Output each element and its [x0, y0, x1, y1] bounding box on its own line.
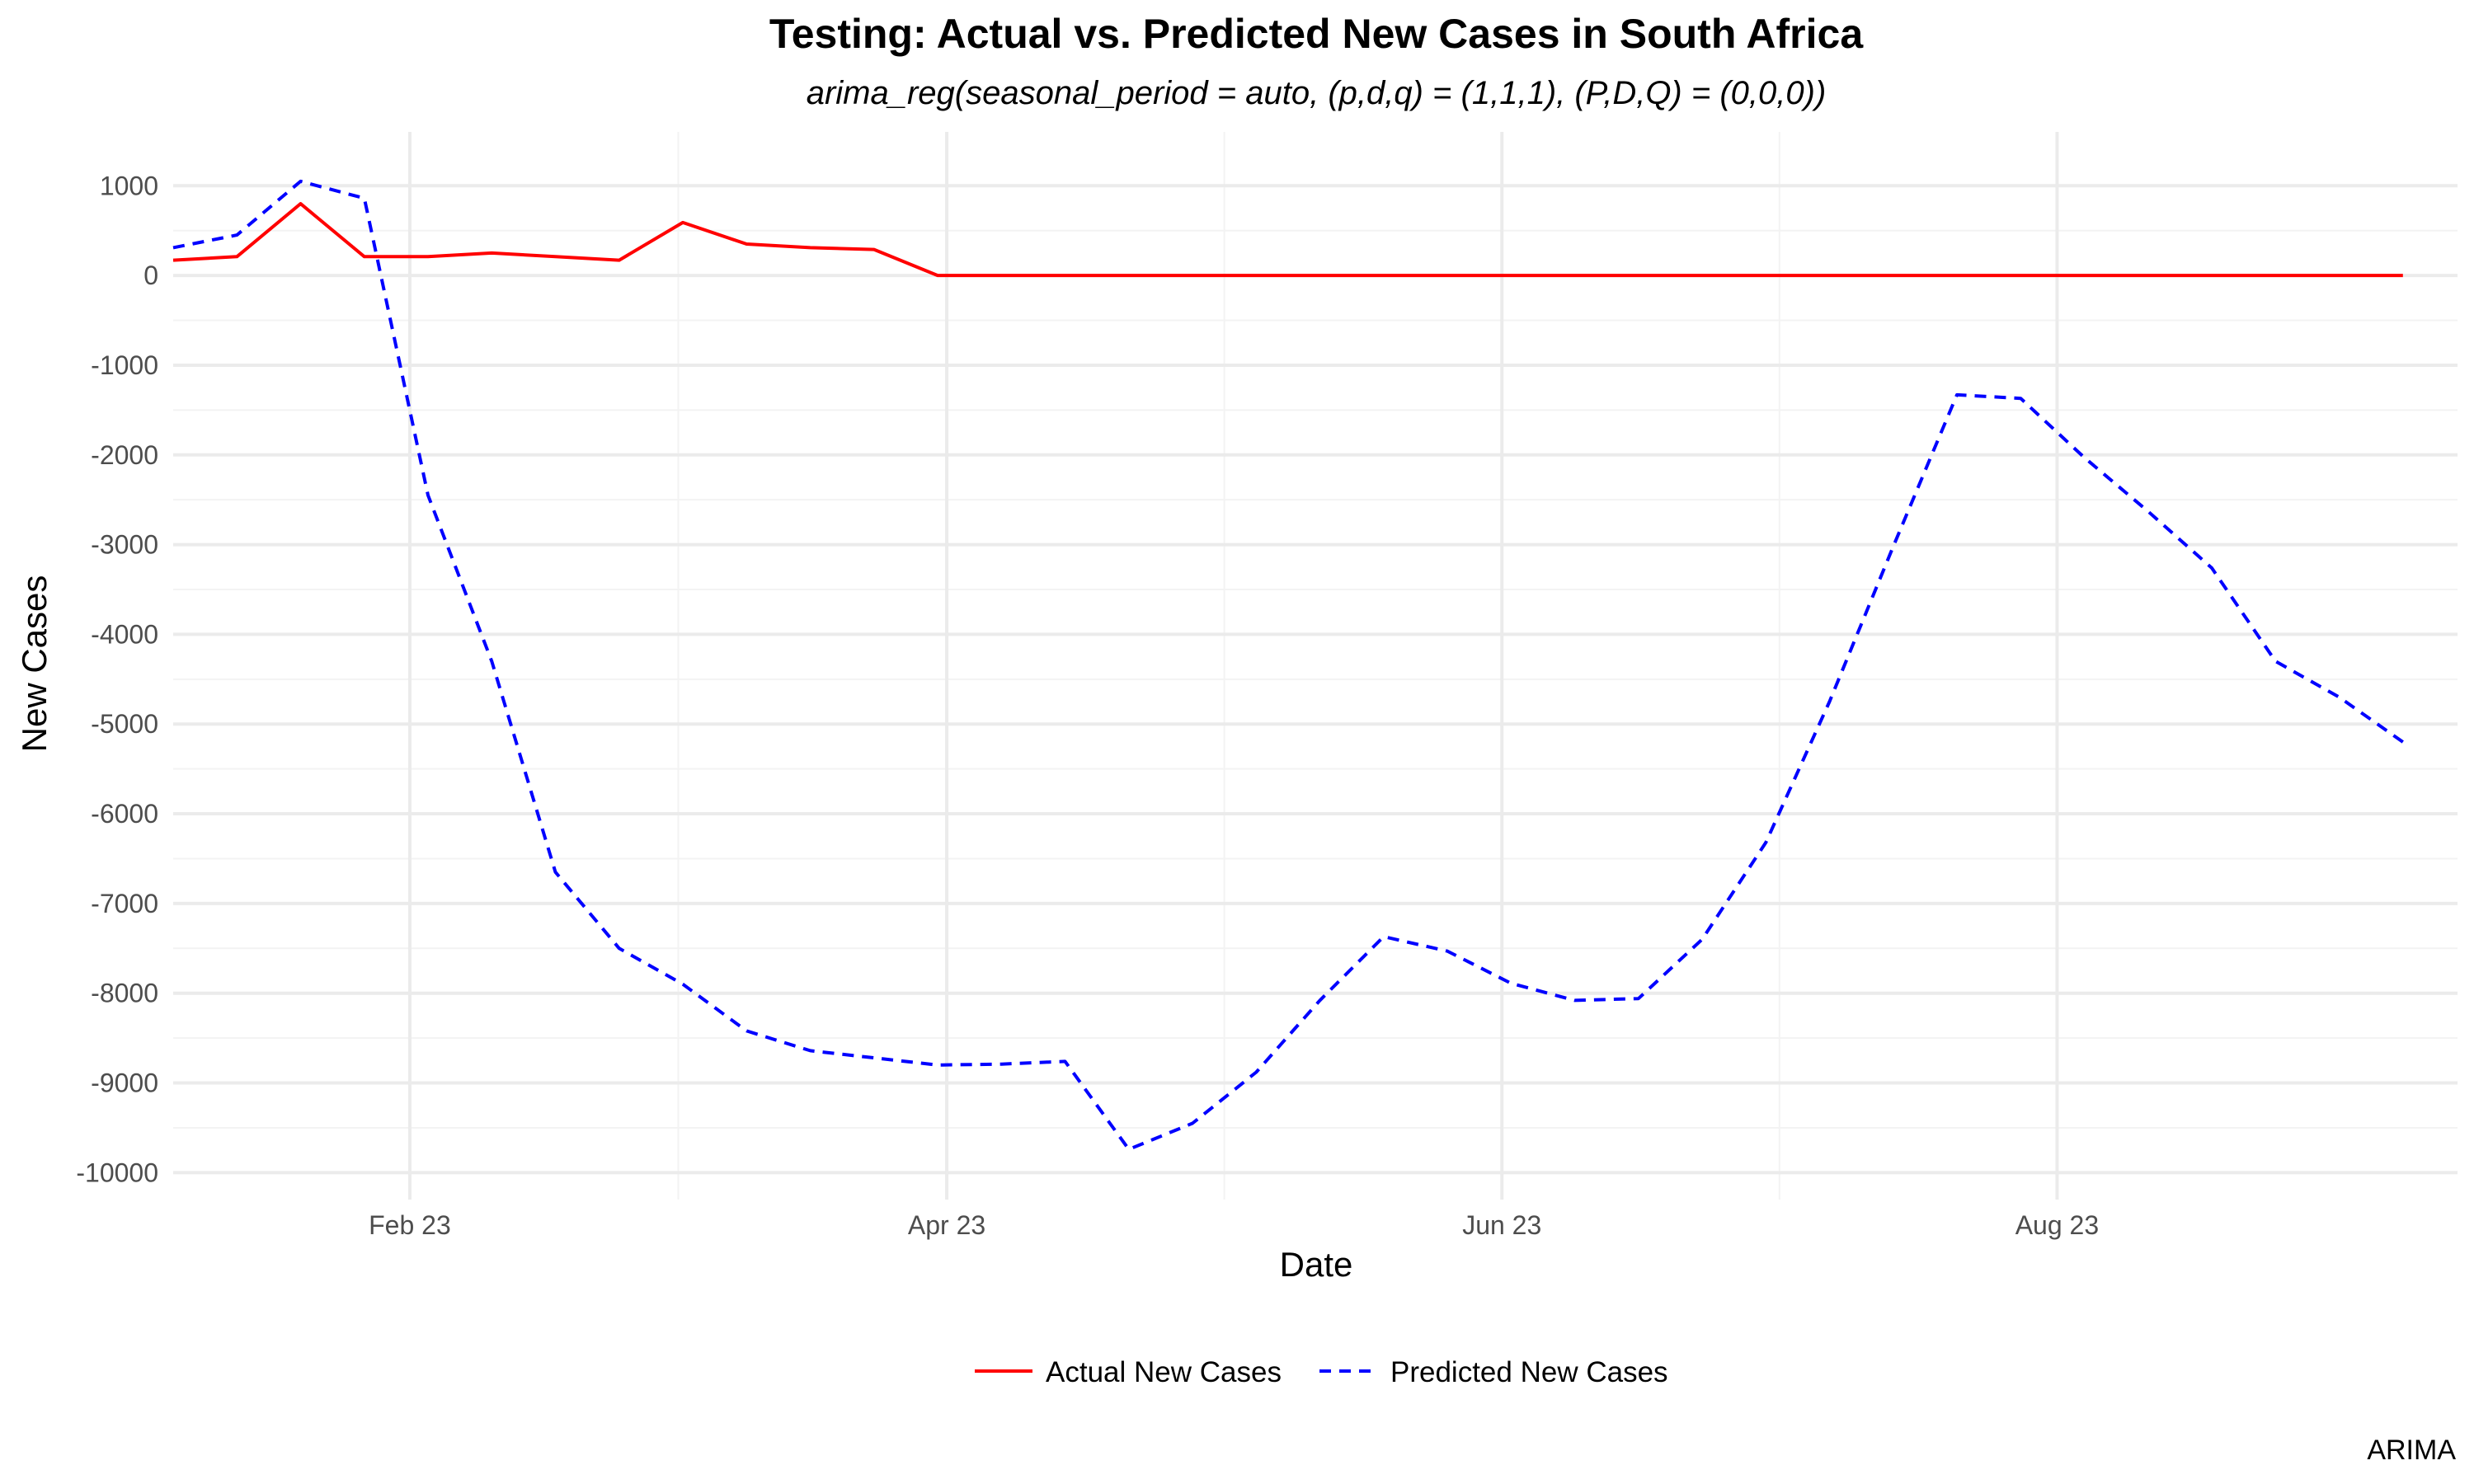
legend: Actual New Cases Predicted New Cases [975, 1356, 1668, 1388]
x-tick-label: Feb 23 [369, 1210, 451, 1240]
y-tick-label: -4000 [91, 619, 158, 649]
legend-item-actual: Actual New Cases [975, 1356, 1282, 1388]
x-tick-label: Jun 23 [1462, 1210, 1541, 1240]
chart-subtitle: arima_reg(seasonal_period = auto, (p,d,q… [807, 75, 1827, 111]
y-tick-label: -6000 [91, 799, 158, 829]
y-tick-labels: 1000 0 -1000 -2000 -3000 -4000 -5000 -6000 -7000… [76, 171, 158, 1187]
y-tick-label: -10000 [76, 1158, 158, 1187]
y-tick-label: -7000 [91, 889, 158, 918]
y-tick-label: -3000 [91, 530, 158, 560]
series-line-actual [172, 202, 2403, 278]
x-axis-title: Date [1280, 1245, 1353, 1284]
x-tick-label: Apr 23 [908, 1210, 985, 1240]
series-layer [172, 179, 2404, 1152]
series-line-predicted [172, 179, 2404, 1152]
x-tick-labels: Feb 23 Apr 23 Jun 23 Aug 23 [369, 1210, 2099, 1240]
y-tick-label: -9000 [91, 1068, 158, 1098]
legend-label-actual: Actual New Cases [1046, 1356, 1282, 1388]
y-tick-label: -5000 [91, 709, 158, 739]
y-tick-label: 0 [143, 261, 158, 290]
y-tick-label: -1000 [91, 350, 158, 380]
x-tick-label: Aug 23 [2015, 1210, 2099, 1240]
y-axis-title: New Cases [15, 575, 54, 753]
grid [173, 132, 2458, 1200]
legend-item-predicted: Predicted New Cases [1319, 1356, 1668, 1388]
y-tick-label: -2000 [91, 440, 158, 470]
caption: ARIMA [2367, 1435, 2456, 1466]
y-tick-label: -8000 [91, 979, 158, 1008]
legend-label-predicted: Predicted New Cases [1390, 1356, 1668, 1388]
y-tick-label: 1000 [100, 171, 158, 200]
chart-title: Testing: Actual vs. Predicted New Cases … [769, 11, 1864, 57]
